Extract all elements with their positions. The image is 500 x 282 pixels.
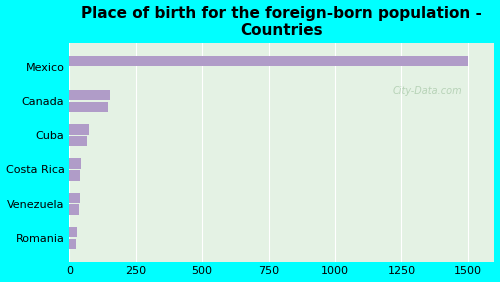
Bar xyxy=(70,170,80,180)
Text: City-Data.com: City-Data.com xyxy=(392,86,462,96)
Bar xyxy=(70,124,89,135)
Bar xyxy=(70,90,110,100)
Title: Place of birth for the foreign-born population -
Countries: Place of birth for the foreign-born popu… xyxy=(82,6,482,38)
Bar xyxy=(70,193,80,203)
Bar xyxy=(70,56,468,66)
Bar xyxy=(70,227,78,237)
Bar xyxy=(70,158,81,169)
Bar xyxy=(70,136,86,146)
Bar xyxy=(70,102,108,112)
Bar xyxy=(70,204,79,215)
Bar xyxy=(70,239,76,249)
